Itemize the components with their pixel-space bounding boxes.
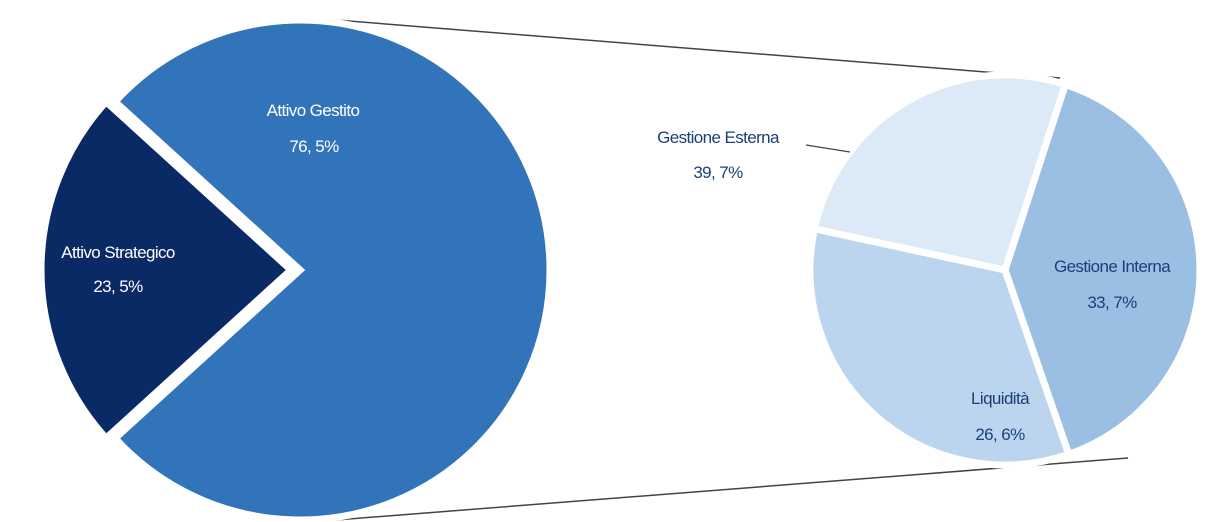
slice-gestione-esterna xyxy=(1001,80,1204,459)
gestione-esterna-leader-line xyxy=(805,144,851,153)
connector-line-top xyxy=(335,19,1061,79)
main-pie xyxy=(37,16,554,522)
slice-attivo-strategico xyxy=(37,96,297,444)
gestione-esterna-value: 39, 7% xyxy=(693,163,743,182)
attivo-strategico-label: Attivo Strategico xyxy=(61,243,175,262)
data-labels: Attivo Gestito 76, 5% Attivo Strategico … xyxy=(61,101,1172,444)
liquidita-value: 26, 6% xyxy=(975,425,1025,444)
liquidita-label: Liquidità xyxy=(971,389,1030,408)
gestione-interna-label: Gestione Interna xyxy=(1054,257,1171,276)
gestione-esterna-label: Gestione Esterna xyxy=(657,128,780,147)
attivo-strategico-value: 23, 5% xyxy=(93,277,143,296)
slice-gestione-interna xyxy=(806,224,1074,469)
attivo-gestito-label: Attivo Gestito xyxy=(267,101,360,120)
breakdown-pie xyxy=(806,71,1204,469)
gestione-interna-value: 33, 7% xyxy=(1087,293,1137,312)
slice-liquidita xyxy=(810,71,1070,275)
slice-attivo-gestito xyxy=(110,16,554,522)
attivo-gestito-value: 76, 5% xyxy=(289,137,339,156)
